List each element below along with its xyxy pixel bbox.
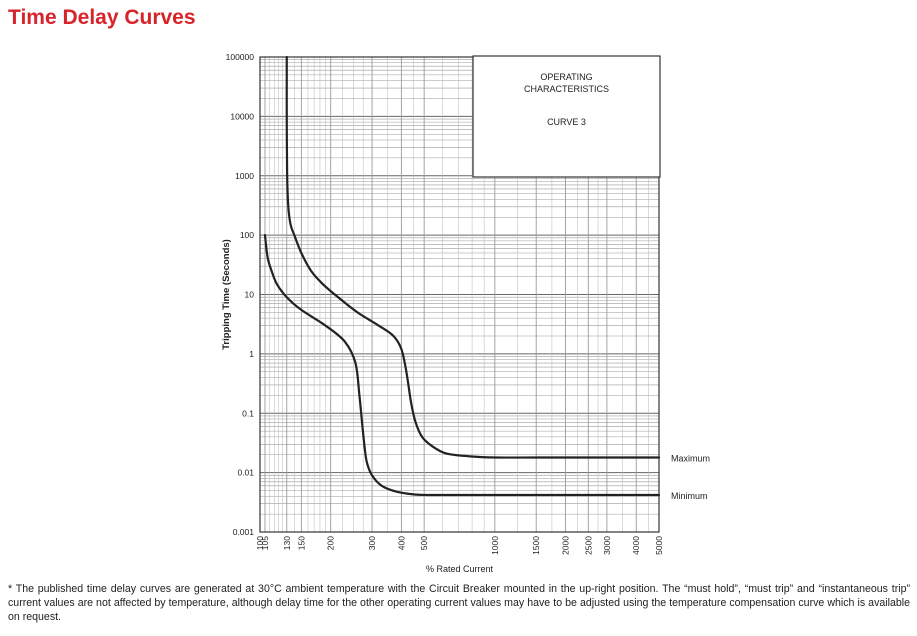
series-maximum-line (285, 55, 661, 459)
y-tick-label: 1000 (235, 171, 254, 181)
x-tick-label: 200 (326, 536, 336, 550)
y-tick-label: 10000 (230, 111, 254, 121)
x-tick-label: 2500 (583, 536, 593, 555)
x-tick-label: 5000 (654, 536, 664, 555)
x-tick-label: 3000 (602, 536, 612, 555)
page-title: Time Delay Curves (8, 6, 196, 29)
y-tick-label: 100000 (226, 52, 255, 62)
footnote: * The published time delay curves are ge… (8, 583, 910, 623)
plot-frame (259, 56, 660, 533)
info-box-line-2: CHARACTERISTICS (524, 84, 609, 94)
y-tick-labels: 0.001 0.01 0.1 1 10 100 1000 10000 100000 (226, 52, 255, 537)
y-tick-label: 100 (240, 230, 254, 240)
x-tick-label: 100 (255, 536, 265, 550)
series-label-minimum: Minimum (671, 491, 708, 501)
series-minimum-line (263, 234, 661, 497)
info-box-line-3: CURVE 3 (547, 117, 586, 127)
info-box-frame (472, 55, 661, 178)
x-tick-label: 150 (296, 536, 306, 550)
x-tick-label: 4000 (631, 536, 641, 555)
y-axis-label: Tripping Time (Seconds) (221, 239, 232, 350)
y-tick-label: 0.01 (237, 468, 254, 478)
y-tick-label: 1 (249, 349, 254, 359)
x-tick-label: 2000 (561, 536, 571, 555)
y-tick-label: 10 (245, 290, 255, 300)
x-tick-label: 300 (367, 536, 377, 550)
x-axis-label: % Rated Current (426, 564, 494, 574)
y-tick-label: 0.1 (242, 408, 254, 418)
info-box-line-1: OPERATING (540, 72, 592, 82)
x-tick-label: 130 (282, 536, 292, 550)
info-box: OPERATING CHARACTERISTICS CURVE 3 (472, 55, 661, 178)
x-tick-label: 105 (260, 536, 270, 550)
x-tick-label: 500 (419, 536, 429, 550)
time-delay-chart: OPERATING CHARACTERISTICS CURVE 3 0.0010… (221, 52, 710, 574)
y-tick-label: 0.001 (233, 527, 255, 537)
series-layer: Maximum Minimum (263, 55, 710, 501)
x-tick-label: 1000 (490, 536, 500, 555)
x-tick-label: 400 (396, 536, 406, 550)
series-label-maximum: Maximum (671, 453, 710, 463)
x-tick-label: 1500 (531, 536, 541, 555)
